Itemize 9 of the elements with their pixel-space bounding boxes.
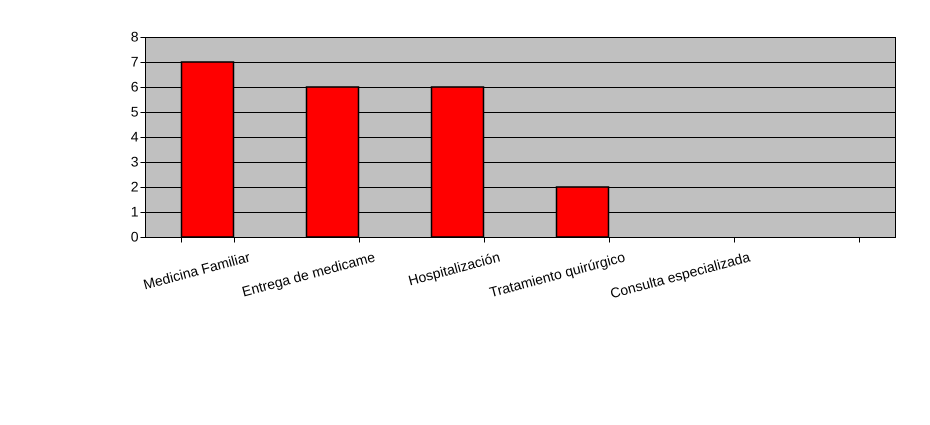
y-tick-label: 8 [130,28,139,44]
y-tick-label: 6 [130,78,139,94]
y-tick-label: 3 [130,154,139,170]
y-tick-label: 2 [130,178,139,194]
y-tick-label: 0 [130,228,139,244]
y-tick-label: 4 [130,128,139,144]
y-tick-label: 7 [130,54,139,70]
y-tick-label: 1 [130,204,139,220]
y-tick-label: 5 [130,104,139,120]
